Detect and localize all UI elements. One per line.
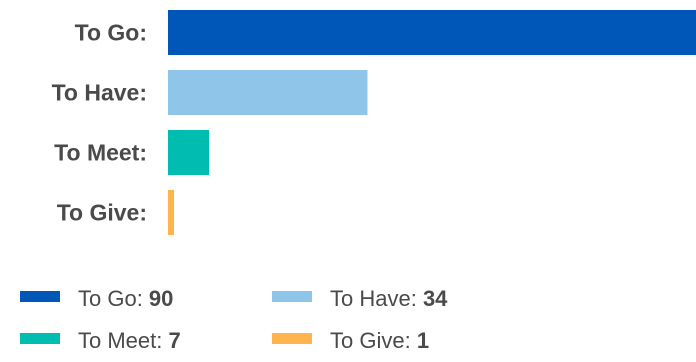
legend-swatch bbox=[272, 291, 312, 302]
legend-label-text: To Meet: bbox=[78, 328, 168, 353]
legend-value: 90 bbox=[149, 286, 173, 311]
bars bbox=[168, 10, 696, 235]
legend-label-text: To Have: bbox=[330, 286, 423, 311]
legend-item: To Meet: 7 bbox=[20, 328, 181, 353]
category-label: To Meet: bbox=[54, 140, 147, 166]
legend-item: To Give: 1 bbox=[272, 328, 429, 353]
legend-label: To Have: 34 bbox=[330, 286, 448, 311]
bar bbox=[168, 130, 210, 175]
legend-label-text: To Go: bbox=[78, 286, 149, 311]
legend: To Go: 90 To Have: 34 To Meet: 7 To Give: 1 bbox=[20, 286, 448, 353]
bar bbox=[168, 10, 696, 55]
category-label: To Go: bbox=[75, 20, 147, 46]
legend-label: To Go: 90 bbox=[78, 286, 173, 311]
category-label: To Give: bbox=[57, 200, 147, 226]
legend-label: To Give: 1 bbox=[330, 328, 429, 353]
legend-item: To Go: 90 bbox=[20, 286, 173, 311]
legend-swatch bbox=[20, 333, 60, 344]
legend-item: To Have: 34 bbox=[272, 286, 448, 311]
legend-swatch bbox=[20, 291, 60, 302]
category-label: To Have: bbox=[52, 80, 147, 106]
legend-value: 1 bbox=[417, 328, 429, 353]
legend-value: 7 bbox=[168, 328, 180, 353]
bar bbox=[168, 190, 174, 235]
legend-value: 34 bbox=[423, 286, 448, 311]
legend-label-text: To Give: bbox=[330, 328, 417, 353]
legend-swatch bbox=[272, 333, 312, 344]
legend-label: To Meet: 7 bbox=[78, 328, 181, 353]
bar bbox=[168, 70, 368, 115]
category-labels: To Go: To Have: To Meet: To Give: bbox=[52, 20, 147, 226]
